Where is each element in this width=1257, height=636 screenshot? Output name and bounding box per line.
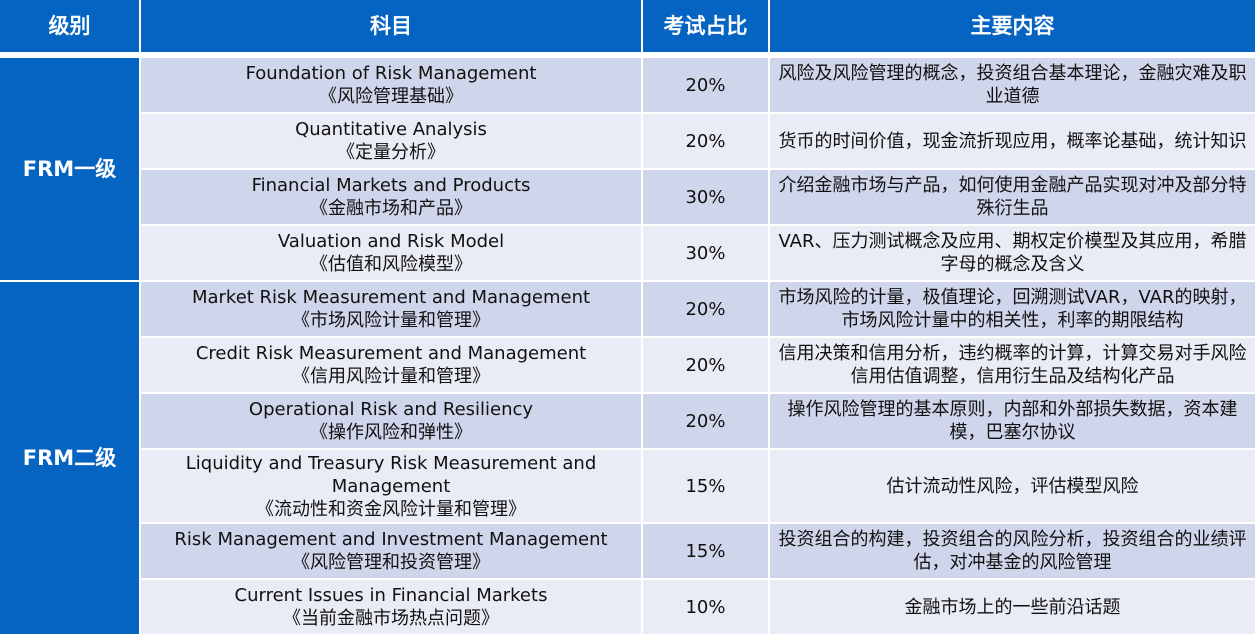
table-row: Current Issues in Financial Markets 《当前金融… bbox=[0, 580, 1255, 634]
subject-cn: 《估值和风险模型》 bbox=[310, 254, 472, 275]
content-cell: 风险及风险管理的概念，投资组合基本理论，金融灾难及职业道德 bbox=[770, 58, 1255, 112]
content-cell: 估计流动性风险，评估模型风险 bbox=[770, 450, 1255, 522]
subject-cn: 《定量分析》 bbox=[337, 142, 445, 163]
subject-cn: 《市场风险计量和管理》 bbox=[292, 310, 490, 331]
subject-cell: Market Risk Measurement and Management 《市… bbox=[141, 282, 641, 336]
weight-cell: 20% bbox=[643, 338, 768, 392]
weight-cell: 10% bbox=[643, 580, 768, 634]
subject-cn: 《信用风险计量和管理》 bbox=[292, 366, 490, 387]
subject-cell: Risk Management and Investment Managemen… bbox=[141, 524, 641, 578]
level-cell: FRM一级 bbox=[0, 58, 139, 280]
subject-cell: Current Issues in Financial Markets 《当前金融… bbox=[141, 580, 641, 634]
subject-cell: Liquidity and Treasury Risk Measurement … bbox=[141, 450, 641, 522]
weight-cell: 15% bbox=[643, 524, 768, 578]
table-row: Valuation and Risk Model 《估值和风险模型》 30% VAR、… bbox=[0, 226, 1255, 280]
table-row: Liquidity and Treasury Risk Measurement … bbox=[0, 450, 1255, 522]
content-cell: 市场风险的计量，极值理论，回溯测试VAR，VAR的映射，市场风险计量中的相关性，… bbox=[770, 282, 1255, 336]
subject-cell: Foundation of Risk Management 《风险管理基础》 bbox=[141, 58, 641, 112]
level-cell: FRM二级 bbox=[0, 282, 139, 634]
table-row: Operational Risk and Resiliency 《操作风险和弹性》… bbox=[0, 394, 1255, 448]
table-row: Credit Risk Measurement and Management 《信… bbox=[0, 338, 1255, 392]
subject-en: Liquidity and Treasury Risk Measurement … bbox=[185, 452, 597, 497]
weight-cell: 20% bbox=[643, 394, 768, 448]
weight-cell: 20% bbox=[643, 58, 768, 112]
table-row: Risk Management and Investment Managemen… bbox=[0, 524, 1255, 578]
weight-cell: 30% bbox=[643, 226, 768, 280]
subject-en: Financial Markets and Products bbox=[251, 175, 531, 196]
subject-en: Market Risk Measurement and Management bbox=[191, 287, 591, 308]
table-row: Financial Markets and Products 《金融市场和产品》 3… bbox=[0, 170, 1255, 224]
weight-cell: 30% bbox=[643, 170, 768, 224]
subject-en: Valuation and Risk Model bbox=[277, 231, 505, 252]
content-cell: 金融市场上的一些前沿话题 bbox=[770, 580, 1255, 634]
subject-en: Operational Risk and Resiliency bbox=[248, 399, 534, 420]
subject-cell: Credit Risk Measurement and Management 《信… bbox=[141, 338, 641, 392]
subject-en: Current Issues in Financial Markets bbox=[234, 585, 548, 606]
header-content: 主要内容 bbox=[770, 0, 1255, 52]
header-subject: 科目 bbox=[141, 0, 641, 52]
subject-en: Quantitative Analysis bbox=[295, 119, 487, 140]
header-row: 级别 科目 考试占比 主要内容 bbox=[0, 0, 1255, 52]
subject-cn: 《操作风险和弹性》 bbox=[310, 422, 472, 443]
subject-cn: 《风险管理基础》 bbox=[319, 86, 463, 107]
content-cell: 信用决策和信用分析，违约概率的计算，计算交易对手风险信用估值调整，信用衍生品及结… bbox=[770, 338, 1255, 392]
weight-cell: 15% bbox=[643, 450, 768, 522]
header-level: 级别 bbox=[0, 0, 139, 52]
table-row: FRM一级 Foundation of Risk Management 《风险管理基… bbox=[0, 58, 1255, 280]
subject-en: Foundation of Risk Management bbox=[245, 63, 537, 84]
subject-cn: 《当前金融市场热点问题》 bbox=[283, 608, 499, 629]
content-cell: 货币的时间价值，现金流折现应用，概率论基础，统计知识 bbox=[770, 114, 1255, 168]
divider bbox=[0, 54, 1255, 56]
subject-cell: Operational Risk and Resiliency 《操作风险和弹性》 bbox=[141, 394, 641, 448]
weight-cell: 20% bbox=[643, 114, 768, 168]
content-cell: 投资组合的构建，投资组合的风险分析，投资组合的业绩评估，对冲基金的风险管理 bbox=[770, 524, 1255, 578]
weight-cell: 20% bbox=[643, 282, 768, 336]
subject-cn: 《金融市场和产品》 bbox=[310, 198, 472, 219]
subject-cn: 《流动性和资金风险计量和管理》 bbox=[256, 498, 526, 520]
table-row: FRM二级 Market Risk Measurement and Managem… bbox=[0, 282, 1255, 634]
content-cell: 操作风险管理的基本原则，内部和外部损失数据，资本建模，巴塞尔协议 bbox=[770, 394, 1255, 448]
subject-cn: 《风险管理和投资管理》 bbox=[292, 552, 490, 573]
subject-en: Risk Management and Investment Managemen… bbox=[174, 529, 608, 550]
content-cell: VAR、压力测试概念及应用、期权定价模型及其应用，希腊字母的概念及含义 bbox=[770, 226, 1255, 280]
content-cell: 介绍金融市场与产品，如何使用金融产品实现对冲及部分特殊衍生品 bbox=[770, 170, 1255, 224]
table-row: Quantitative Analysis 《定量分析》 20% 货币的时间价值，现金… bbox=[0, 114, 1255, 168]
subject-cell: Financial Markets and Products 《金融市场和产品》 bbox=[141, 170, 641, 224]
subject-en: Credit Risk Measurement and Management bbox=[195, 343, 587, 364]
header-weight: 考试占比 bbox=[643, 0, 768, 52]
subject-cell: Valuation and Risk Model 《估值和风险模型》 bbox=[141, 226, 641, 280]
subject-cell: Quantitative Analysis 《定量分析》 bbox=[141, 114, 641, 168]
